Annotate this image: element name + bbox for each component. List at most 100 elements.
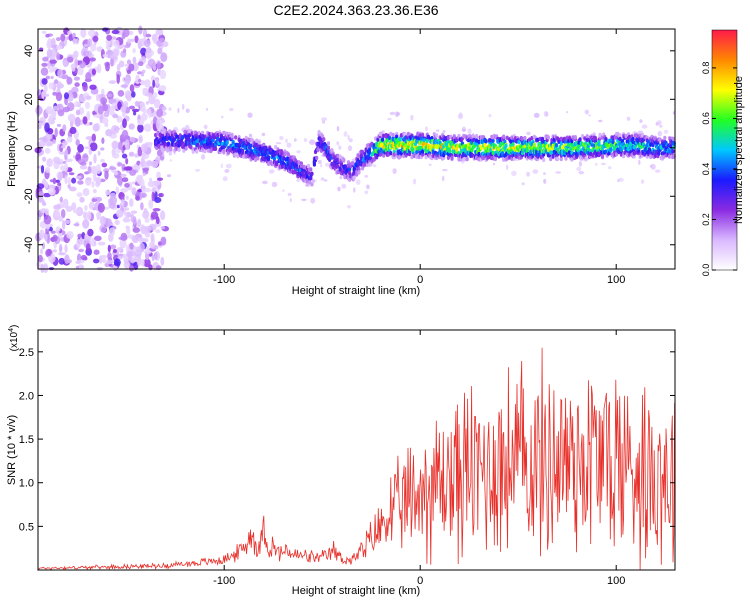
spectrogram-ridge-cell	[306, 163, 311, 169]
spectrogram-noise-cell	[60, 145, 66, 149]
spectrogram-ridge-cell	[592, 143, 596, 148]
snr-ytick-label: 1.5	[19, 434, 34, 446]
spectrogram-noise-cell	[54, 208, 60, 218]
spectrogram-noise-cell	[109, 196, 118, 205]
spectrogram-noise-cell	[82, 219, 90, 229]
spectrogram-noise-cell	[55, 179, 61, 183]
spectrogram-noise-cell	[79, 161, 87, 166]
spectrogram-noise-cell	[389, 111, 396, 116]
spectrogram-noise-cell	[159, 85, 167, 92]
spectrogram-xtick-label: 100	[607, 274, 625, 286]
spectrogram-noise-cell	[138, 78, 142, 83]
spectrogram-ridge-cell	[539, 144, 543, 149]
spectrogram-ridge-cell	[376, 137, 380, 142]
snr-plot-area	[38, 330, 675, 570]
spectrogram-ridge-cell	[597, 142, 601, 147]
snr-multiplier: (x104)	[8, 325, 20, 352]
spectrogram-noise-cell	[102, 53, 109, 58]
svg-text:(x104): (x104)	[8, 325, 20, 352]
spectrogram-noise-cell	[336, 141, 340, 146]
spectrogram-noise-cell	[122, 28, 130, 38]
spectrogram-noise-cell	[140, 202, 144, 211]
spectrogram-noise-cell	[121, 129, 129, 140]
spectrogram-noise-cell	[112, 249, 117, 253]
spectrogram-ridge-cell	[575, 140, 579, 146]
spectrogram-noise-cell	[74, 116, 81, 127]
spectrogram-noise-cell	[123, 211, 128, 217]
spectrogram-ridge-cell	[432, 140, 436, 145]
spectrogram-ridge-cell	[388, 135, 392, 141]
spectrogram-noise-cell	[125, 225, 130, 230]
spectrogram-noise-cell	[89, 161, 92, 166]
snr-ytick-label: 0.5	[19, 521, 34, 533]
spectrogram-noise-cell	[44, 122, 50, 133]
spectrogram-noise-cell	[141, 69, 146, 74]
spectrogram-noise-cell	[46, 142, 53, 146]
spectrogram-noise-cell	[155, 78, 160, 86]
spectrogram-noise-cell	[57, 182, 62, 186]
spectrogram-noise-cell	[658, 124, 663, 128]
spectrogram-noise-cell	[287, 192, 292, 197]
spectrogram-noise-cell	[123, 216, 130, 222]
spectrogram-noise-cell	[131, 108, 140, 113]
spectrogram-ridge-cell	[352, 175, 356, 180]
spectrogram-noise-cell	[222, 176, 228, 182]
spectrogram-noise-cell	[85, 72, 92, 82]
spectrogram-noise-cell	[143, 208, 148, 214]
spectrogram-noise-cell	[84, 205, 88, 211]
spectrogram-noise-cell	[48, 69, 54, 73]
spectrogram-noise-cell	[78, 248, 84, 253]
spectrogram-noise-cell	[48, 187, 56, 196]
spectrogram-noise-cell	[116, 204, 120, 209]
spectrogram-noise-cell	[657, 130, 663, 137]
spectrogram-ridge-cell	[183, 129, 187, 134]
spectrogram-noise-cell	[139, 192, 148, 199]
spectrogram-noise-cell	[93, 153, 97, 164]
spectrogram-noise-cell	[97, 150, 101, 156]
spectrogram-ridge-cell	[392, 149, 396, 154]
spectrogram-noise-cell	[156, 149, 163, 157]
spectrogram-ylabel: Frequency (Hz)	[6, 111, 18, 187]
spectrogram-noise-cell	[107, 252, 112, 261]
spectrogram-ridge-cell	[542, 157, 546, 163]
spectrogram-ridge-cell	[166, 147, 171, 152]
spectrogram-noise-cell	[595, 162, 598, 166]
spectrogram-ridge-cell	[348, 171, 352, 176]
spectrogram-noise-cell	[413, 178, 417, 185]
spectrogram-noise-cell	[526, 131, 531, 136]
spectrogram-ridge-cell	[299, 163, 303, 169]
spectrogram-ridge-cell	[490, 155, 494, 161]
spectrogram-noise-cell	[144, 79, 151, 88]
snr-frame	[37, 329, 676, 571]
spectrogram-noise-cell	[56, 81, 62, 90]
spectrogram-noise-cell	[124, 207, 130, 211]
spectrogram-noise-cell	[96, 46, 103, 52]
spectrogram-noise-cell	[320, 163, 323, 168]
spectrogram-noise-cell	[488, 114, 492, 118]
figure-title: C2E2.2024.363.23.36.E36	[273, 2, 438, 18]
spectrogram-noise-cell	[85, 177, 92, 181]
spectrogram-noise-cell	[347, 145, 353, 152]
spectrogram-noise-cell	[36, 183, 45, 190]
spectrogram-ridge-cell	[382, 133, 386, 138]
spectrogram-ridge-cell	[446, 155, 450, 160]
spectrogram-ridge-cell	[623, 150, 627, 155]
spectrogram-noise-cell	[137, 61, 144, 67]
spectrogram-noise-cell	[72, 51, 78, 60]
spectrogram-noise-cell	[341, 183, 347, 189]
spectrogram-noise-cell	[59, 159, 64, 163]
spectrogram-noise-cell	[372, 164, 377, 168]
spectrogram-ridge-cell	[241, 148, 245, 154]
spectrogram-ridge-cell	[364, 147, 368, 152]
spectrogram-noise-cell	[62, 140, 68, 146]
spectrogram-noise-cell	[649, 164, 654, 168]
spectrogram-noise-cell	[91, 181, 95, 188]
spectrogram-noise-cell	[123, 166, 131, 171]
spectrogram-ridge-cell	[643, 152, 647, 157]
spectrogram-noise-cell	[53, 204, 61, 210]
spectrogram-ridge-cell	[540, 137, 545, 143]
spectrogram-ridge-cell	[222, 148, 226, 154]
spectrogram-noise-cell	[641, 179, 645, 184]
spectrogram-ridge-cell	[305, 174, 309, 179]
spectrogram-noise-cell	[99, 215, 106, 226]
